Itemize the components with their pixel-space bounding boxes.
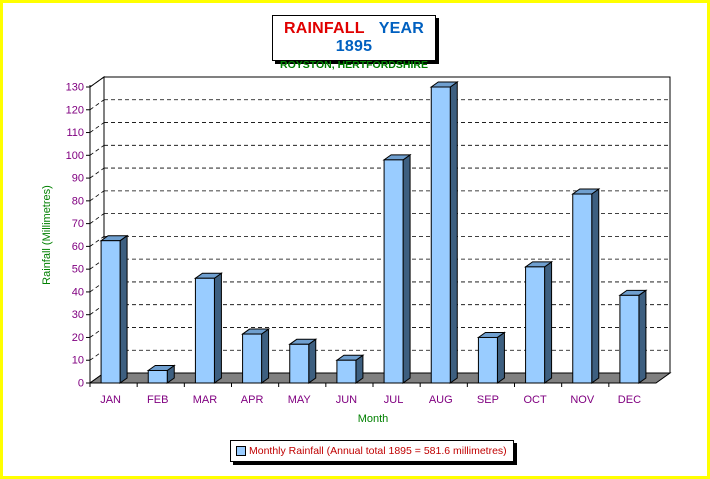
bar-aug	[429, 81, 459, 384]
x-tick-label: FEB	[147, 394, 168, 406]
x-tick-label: DEC	[618, 394, 641, 406]
legend-label: Monthly Rainfall (Annual total 1895 = 58…	[249, 445, 507, 457]
y-tick-label: 60	[72, 241, 84, 253]
x-tick-label: AUG	[429, 394, 453, 406]
y-tick-label: 100	[66, 150, 84, 162]
bar-may	[288, 338, 318, 384]
bar-side	[261, 328, 270, 384]
bar-side	[449, 81, 458, 384]
bar-dec	[618, 289, 648, 384]
gridline-side	[89, 236, 105, 247]
gridline-side	[89, 167, 105, 179]
bar-side	[213, 272, 222, 384]
bar-side	[402, 153, 411, 384]
bar-side	[638, 289, 647, 384]
bar-front	[289, 343, 310, 384]
bar-oct	[524, 260, 554, 384]
bar-nov	[571, 188, 601, 384]
x-tick-label: JAN	[100, 394, 121, 406]
x-axis-title: Month	[358, 413, 389, 425]
y-tick-label: 50	[72, 264, 84, 276]
bar-sep	[476, 331, 506, 384]
y-tick-label: 90	[72, 173, 84, 185]
x-tick-label: JUN	[336, 394, 357, 406]
y-axis-ticks: 0 10 20 30 40 50 60 70 80 90 100 110 120 130	[66, 82, 90, 390]
bar-jan	[99, 234, 129, 384]
y-tick-label: 30	[72, 309, 84, 321]
bar-feb	[146, 364, 176, 384]
x-tick-label: JUL	[384, 394, 404, 406]
bar-mar	[193, 272, 223, 384]
bar-front	[100, 240, 121, 384]
x-axis-ticks: JAN FEB MAR APR MAY JUN JUL AUG SEP OCT NOV DEC	[89, 383, 641, 406]
bar-front	[147, 369, 168, 384]
chart-subtitle: ROYSTON, HERTFORDSHIRE	[280, 59, 428, 71]
bar-jun	[335, 354, 365, 384]
bar-front	[619, 294, 640, 384]
x-tick-label: MAY	[288, 394, 312, 406]
bar-side	[308, 338, 317, 384]
bar-front	[242, 333, 263, 384]
bar-front	[525, 266, 546, 384]
bar-side	[119, 234, 128, 384]
bar-front	[383, 159, 404, 384]
gridline-side	[89, 144, 105, 156]
y-tick-label: 70	[72, 218, 84, 230]
bar-apr	[241, 328, 271, 384]
y-tick-label: 110	[66, 127, 84, 139]
title-box: RAINFALL YEAR 1895 ROYSTON, HERTFORDSHIRE	[272, 15, 436, 71]
x-tick-label: NOV	[570, 394, 595, 406]
gridline-side	[89, 122, 105, 133]
y-tick-label: 0	[78, 378, 84, 390]
y-tick-label: 120	[66, 104, 84, 116]
x-tick-label: APR	[241, 394, 264, 406]
bar-side	[496, 331, 505, 384]
gridline-side	[89, 99, 105, 111]
y-tick-label: 40	[72, 286, 84, 298]
x-tick-label: MAR	[193, 394, 218, 406]
title-year: YEAR 1895	[335, 20, 424, 55]
bars	[99, 81, 648, 384]
bar-side	[544, 260, 553, 384]
bar-side	[591, 188, 600, 384]
bar-front	[572, 193, 593, 384]
bar-front	[336, 359, 357, 384]
y-tick-label: 130	[66, 82, 84, 94]
y-tick-label: 10	[72, 355, 84, 367]
y-axis-title: Rainfall (Millimetres)	[41, 185, 53, 285]
x-tick-label: SEP	[477, 394, 499, 406]
chart-title: RAINFALL YEAR 1895	[273, 20, 435, 56]
legend-swatch	[236, 446, 246, 456]
title-rainfall: RAINFALL	[284, 20, 365, 37]
bar-front	[477, 336, 498, 384]
bar-front	[430, 86, 451, 384]
x-tick-label: OCT	[523, 394, 547, 406]
bar-jul	[382, 153, 412, 384]
y-tick-label: 20	[72, 332, 84, 344]
legend: Monthly Rainfall (Annual total 1895 = 58…	[230, 440, 514, 462]
gridline-side	[89, 76, 105, 88]
gridline-side	[89, 213, 105, 224]
y-tick-label: 80	[72, 195, 84, 207]
gridline-side	[89, 190, 105, 202]
bar-front	[194, 277, 215, 384]
